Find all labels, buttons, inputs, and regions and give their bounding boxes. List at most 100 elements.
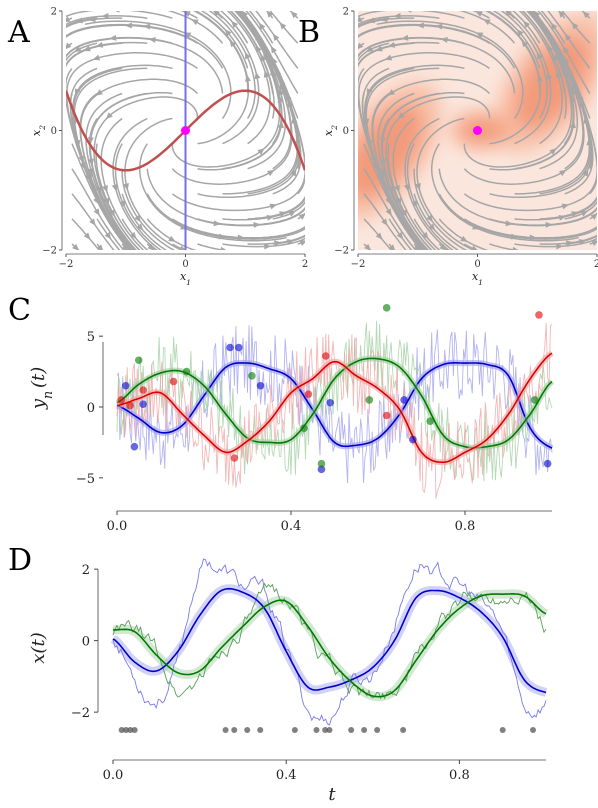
streamline — [197, 243, 227, 250]
observation-point-red — [535, 311, 543, 319]
streamline-arrow — [387, 41, 396, 48]
streamline-arrow — [266, 11, 274, 18]
streamline-arrow — [426, 214, 433, 223]
streamline-arrow — [413, 244, 421, 250]
streamline-arrow — [504, 11, 512, 17]
observation-point-blue — [256, 381, 265, 390]
streamline-arrow — [545, 221, 553, 228]
observation-point-red — [139, 386, 147, 394]
streamline-arrow — [416, 22, 424, 29]
observation-time-dot — [222, 727, 229, 733]
observation-point-blue — [409, 435, 417, 444]
streamline-arrow — [102, 185, 108, 193]
fixed-point-marker — [181, 126, 190, 135]
x-tick-label: 0.0 — [103, 768, 124, 783]
streamline — [489, 243, 519, 250]
streamline-arrow — [404, 11, 412, 13]
streamline-arrow — [379, 137, 386, 145]
streamline-arrow — [87, 137, 94, 145]
streamline-arrow — [121, 244, 129, 250]
streamline-arrow — [93, 208, 100, 216]
streamline-arrow — [428, 223, 436, 231]
observation-point-green — [317, 459, 326, 468]
streamline-arrow — [387, 89, 396, 96]
streamline-arrow — [191, 19, 199, 26]
streamline-arrow — [521, 39, 529, 48]
streamline-arrow — [563, 57, 570, 65]
streamline-arrow — [72, 243, 80, 250]
streamline-arrow — [550, 22, 558, 31]
streamline-arrow — [272, 33, 280, 42]
streamline — [66, 11, 173, 19]
x-tick-label: 0.4 — [281, 519, 302, 534]
y-tick-label: 2 — [51, 7, 57, 18]
streamline-arrow — [271, 57, 278, 65]
true-trajectory-green — [112, 582, 547, 700]
panel-d-latent-chart: 2 0 −2 0.0 0.4 0.8 t x(t) — [28, 558, 549, 805]
streamline-arrow — [561, 203, 570, 210]
streamline-arrow — [364, 243, 372, 250]
streamline-arrow — [582, 11, 590, 19]
posterior-mean-green — [113, 592, 547, 698]
observation-point-green — [426, 417, 435, 425]
observation-point-blue — [139, 400, 147, 408]
streamline-arrow — [365, 45, 374, 53]
streamline-arrow — [112, 11, 120, 13]
streamline-arrow — [104, 232, 112, 240]
streamlines — [66, 11, 305, 250]
noisy-trace-green — [116, 320, 553, 482]
streamline-arrow — [101, 12, 109, 19]
streamline-arrow — [393, 12, 401, 19]
streamline-arrow — [134, 214, 141, 223]
observation-point-red — [126, 401, 134, 410]
y-tick-label: 2 — [343, 7, 349, 18]
x-axis-label: t — [328, 784, 336, 805]
observation-point-green — [365, 396, 374, 404]
streamline-arrow — [571, 211, 579, 218]
x-tick-label: −2 — [351, 259, 366, 270]
observation-time-dot — [127, 727, 134, 733]
streamline-arrow — [237, 234, 245, 241]
fixed-point-marker — [473, 126, 482, 135]
observation-time-dot — [244, 727, 251, 733]
streamline — [73, 67, 148, 221]
streamline-arrow — [269, 203, 278, 210]
observation-time-dot — [131, 727, 138, 733]
y-tick-label: 0 — [87, 401, 95, 416]
streamline-arrow — [123, 182, 129, 191]
x-tick-label: 0.4 — [276, 768, 297, 783]
streamline-arrow — [381, 218, 388, 226]
streamline-arrow — [483, 19, 491, 26]
panel-c-observations-chart: 5 0 −5 0.0 0.4 0.8 yn (t) — [28, 304, 555, 534]
observation-point-green — [134, 356, 143, 365]
streamline-arrow — [475, 32, 484, 39]
streamline-arrow — [529, 234, 537, 241]
observation-point-red — [382, 411, 391, 420]
observation-point-blue — [121, 381, 130, 390]
x-tick-label: −2 — [59, 259, 74, 270]
streamline-arrow — [366, 88, 373, 96]
streamline-arrow — [212, 11, 220, 17]
streamline-arrow — [111, 184, 118, 192]
streamline-arrow — [254, 33, 261, 41]
observation-time-dot — [231, 727, 238, 733]
observation-time-dot — [348, 727, 355, 733]
x-tick-label: 0.8 — [449, 768, 470, 783]
observation-point-green — [382, 304, 391, 312]
streamline-arrow — [224, 29, 232, 37]
streamline-arrow — [254, 71, 261, 80]
streamline-arrow — [580, 210, 589, 217]
streamline-arrow — [475, 11, 483, 17]
streamline-arrow — [549, 148, 557, 155]
streamline-arrow — [148, 36, 156, 43]
y-axis-label: x2 — [30, 125, 47, 136]
streamline-arrow — [143, 23, 151, 30]
streamline-arrow — [536, 51, 543, 60]
observation-point-green — [182, 367, 191, 376]
observation-point-blue — [226, 343, 234, 352]
y-tick-label: 0 — [51, 126, 57, 137]
streamline-arrow — [397, 112, 405, 120]
streamline-arrow — [168, 235, 176, 242]
streamline-arrow — [385, 208, 392, 216]
